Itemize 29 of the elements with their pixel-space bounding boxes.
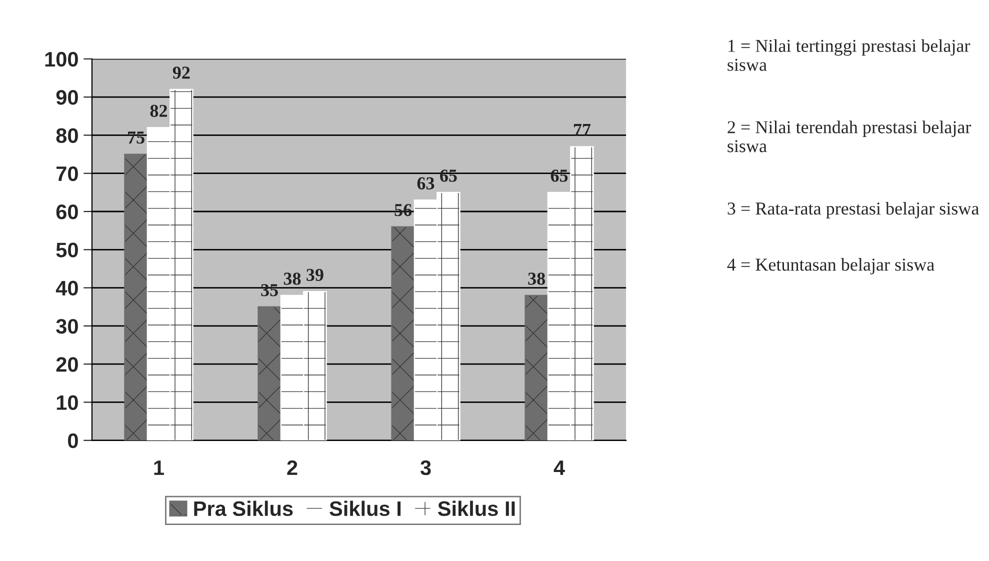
data-label: 63 [417, 177, 434, 190]
data-label: 92 [172, 66, 190, 79]
y-tick-label: 30 [56, 318, 78, 334]
text: 4 = Ketuntasan belajar siswa [727, 258, 934, 274]
data-label: 38 [284, 272, 301, 285]
data-label: 77 [574, 124, 591, 136]
y-tick-label: 80 [56, 128, 78, 143]
text: 1 = Nilai tertinggi prestasi belajar siswa [728, 39, 970, 71]
legend-label: Siklus II [438, 500, 515, 516]
text: 3 = Rata-rata prestasi belajar siswa [728, 202, 979, 218]
y-tick-label: 10 [56, 395, 78, 410]
x-tick-label: 4 [554, 460, 565, 475]
y-tick-label: 70 [56, 166, 78, 182]
data-label: 82 [150, 104, 167, 117]
legend-label: Pra Siklus [194, 500, 293, 516]
y-tick-label: 50 [56, 242, 78, 258]
x-tick-label: 3 [420, 460, 431, 476]
y-tick-label: 60 [56, 204, 78, 220]
y-tick-label: 100 [45, 52, 78, 67]
x-tick-label: 2 [287, 460, 298, 475]
x-tick-label: 1 [154, 460, 164, 475]
y-tick-label: 90 [56, 90, 78, 105]
y-tick-label: 20 [56, 357, 78, 372]
y-tick-label: 0 [68, 433, 78, 448]
data-label: 39 [306, 268, 324, 281]
data-label: 38 [528, 272, 546, 285]
text: 2 = Nilai terendah prestasi belajar siswa [728, 120, 972, 152]
y-tick-label: 40 [56, 280, 78, 296]
legend-label: Siklus I [330, 500, 401, 516]
